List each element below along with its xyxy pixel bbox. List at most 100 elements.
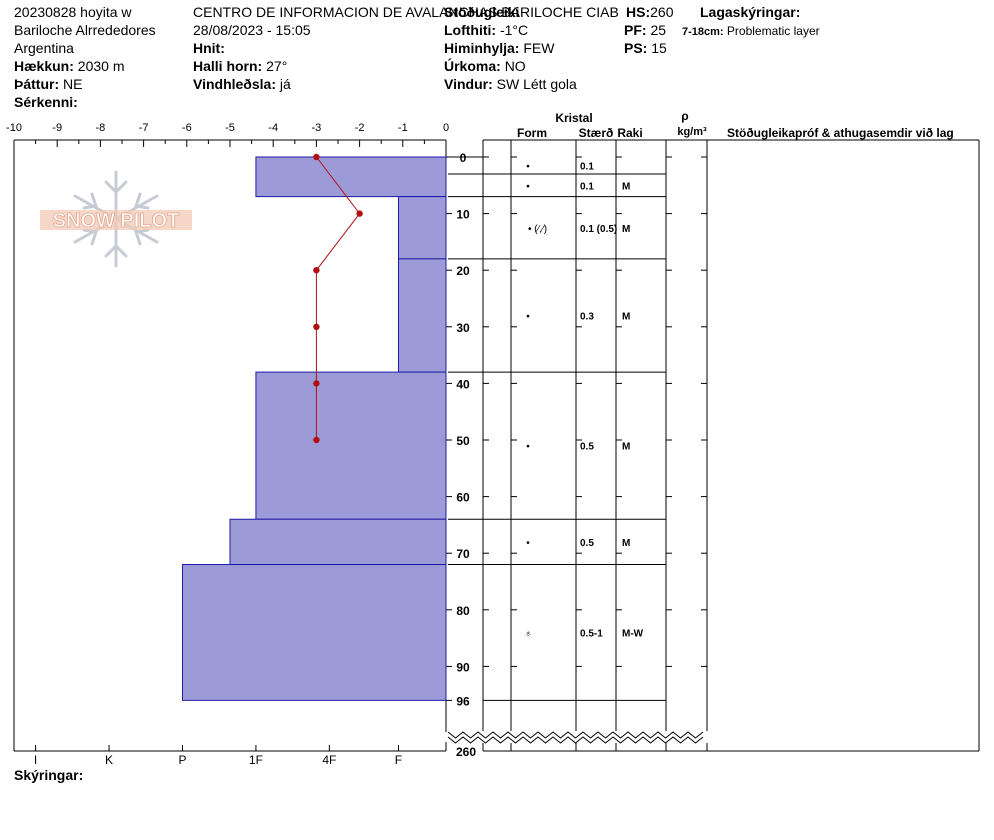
temperature-profile xyxy=(313,153,363,444)
crystal-size: 0.5 xyxy=(580,442,594,453)
depth-tick-label: 96 xyxy=(456,694,470,708)
hardness-layers xyxy=(181,156,447,701)
moisture: M-W xyxy=(622,628,644,639)
hardness-layer xyxy=(397,258,447,373)
crystal-form: • (⁄,⁄) xyxy=(528,224,547,235)
temperature-line xyxy=(315,156,361,440)
header-density-symbol: ρ xyxy=(681,109,688,123)
foot-penetration: PF: 25 xyxy=(624,22,667,38)
temp-tick-label: -5 xyxy=(225,122,235,134)
moisture: M xyxy=(622,311,630,322)
moisture: M xyxy=(622,181,630,192)
header-density-unit: kg/m³ xyxy=(677,126,707,138)
elevation: Hækkun: 2030 m xyxy=(14,58,125,74)
air-temperature: Lofthiti: -1°C xyxy=(444,22,529,38)
depth-tick-label: 70 xyxy=(456,547,470,561)
hardness-layer xyxy=(255,156,447,198)
ski-penetration: PS: 15 xyxy=(624,40,667,56)
operation-name: CENTRO DE INFORMACION DE AVALANCHAS BARI… xyxy=(193,4,619,20)
hardness-tick-label: K xyxy=(105,753,113,767)
layer-note: 7-18cm: Problematic layer xyxy=(682,24,820,38)
depth-break-line xyxy=(447,731,704,739)
hardness-tick-label: I xyxy=(34,753,37,767)
header-crystal: Kristal xyxy=(555,111,592,125)
hardness-layer xyxy=(229,518,447,566)
moisture: M xyxy=(622,442,630,453)
temperature-point xyxy=(356,210,363,217)
crystal-size: 0.1 xyxy=(580,161,594,172)
temp-tick-label: -4 xyxy=(268,122,278,134)
precipitation: Úrkoma: NO xyxy=(444,58,526,74)
temp-tick-label: -7 xyxy=(139,122,149,134)
depth-tick-label: 0 xyxy=(460,151,467,165)
crystal-form: • xyxy=(526,161,530,172)
depth-tick-label: 40 xyxy=(456,377,470,391)
slope-angle: Halli horn: 27° xyxy=(193,58,288,74)
sky-cover: Himinhylja: FEW xyxy=(444,40,555,56)
depth-tick-label: 80 xyxy=(456,604,470,618)
country: Argentina xyxy=(14,40,74,56)
temp-tick-label: -6 xyxy=(182,122,192,134)
temperature-point xyxy=(313,436,320,444)
snowpilot-logo: SNOW PILOT xyxy=(40,170,192,268)
depth-break-line xyxy=(447,736,704,744)
header-moisture: Raki xyxy=(617,126,642,140)
crystal-size: 0.5 xyxy=(580,538,594,549)
profile-grid: -10 -9 -8 -7 -6 -5 -4 -3 -2 -1 0I K P 1F 4F F0102030405… xyxy=(6,122,476,767)
logo-text: SNOW PILOT xyxy=(53,210,180,232)
temp-tick-label: -10 xyxy=(6,122,22,134)
depth-tick-label: 20 xyxy=(456,264,470,278)
temp-tick-label: -3 xyxy=(312,122,322,134)
header-form: Form xyxy=(517,126,547,140)
layers-table: Kristal Form Stærð Raki ρ kg/m³ Stöðugleikapró… xyxy=(447,109,980,752)
depth-tick-label: 60 xyxy=(456,491,470,505)
wind: Vindur: SW Létt gola xyxy=(444,76,577,92)
hardness-layer xyxy=(181,564,447,701)
snow-height: HS:260 xyxy=(624,4,674,20)
features-label: Sérkenni: xyxy=(14,94,78,110)
layer-notes-label: Lagaskýringar: xyxy=(700,4,801,20)
crystal-form: • xyxy=(526,442,530,453)
depth-tick-label: 30 xyxy=(456,321,470,335)
crystal-size: 0.3 xyxy=(580,311,594,322)
hardness-tick-label: 4F xyxy=(322,753,336,767)
legend-label: Skýringar: xyxy=(14,767,84,783)
moisture: M xyxy=(622,538,630,549)
temperature-point xyxy=(313,267,320,274)
hardness-tick-label: 1F xyxy=(249,753,263,767)
temperature-point xyxy=(313,323,320,330)
hardness-layer xyxy=(397,196,447,260)
header-size: Stærð xyxy=(579,126,614,140)
hardness-layer xyxy=(255,371,447,520)
depth-tick-label: 50 xyxy=(456,434,470,448)
crystal-size: 0.1 (0.5) xyxy=(580,224,617,235)
moisture: M xyxy=(622,224,630,235)
temp-tick-label: 0 xyxy=(443,122,449,134)
hardness-tick-label: F xyxy=(395,753,402,767)
temperature-point xyxy=(313,380,320,387)
depth-tick-label: 90 xyxy=(456,660,470,674)
profile-name: 20230828 hoyita w xyxy=(14,4,132,20)
temp-tick-label: -9 xyxy=(52,122,62,134)
location: Bariloche Alrrededores xyxy=(14,22,156,38)
crystal-size: 0.5-1 xyxy=(580,628,603,639)
crystal-form: • xyxy=(526,538,530,549)
stability-label: Stöðugleiki xyxy=(444,4,520,20)
datetime: 28/08/2023 - 15:05 xyxy=(193,22,311,38)
temp-tick-label: -8 xyxy=(96,122,106,134)
crystal-form: • xyxy=(526,181,530,192)
coords-label: Hnit: xyxy=(193,40,225,56)
header-comments: Stöðugleikapróf & athugasemdir við lag xyxy=(727,126,954,140)
hardness-tick-label: P xyxy=(178,753,186,767)
temp-tick-label: -1 xyxy=(398,122,408,134)
depth-tick-label: 10 xyxy=(456,208,470,222)
crystal-form: • xyxy=(526,311,530,322)
aspect: Þáttur: NE xyxy=(14,76,83,92)
wind-loading: Vindhleðsla: já xyxy=(193,76,291,92)
temp-tick-label: -2 xyxy=(355,122,365,134)
temperature-point xyxy=(313,153,320,161)
total-depth-label: 260 xyxy=(456,745,476,759)
crystal-form: ♁ xyxy=(524,628,532,639)
crystal-size: 0.1 xyxy=(580,181,594,192)
